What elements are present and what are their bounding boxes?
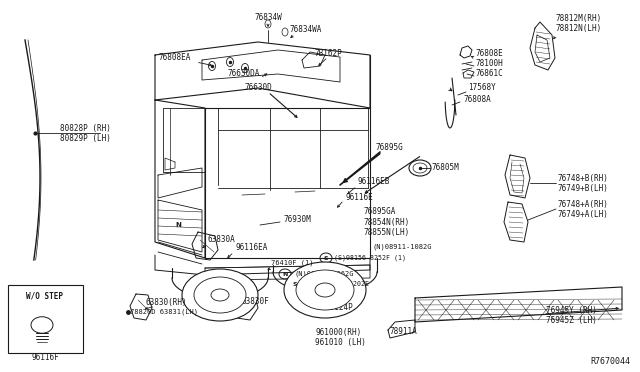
Text: 76834WA: 76834WA [290,26,323,35]
Text: 80828P (RH): 80828P (RH) [60,124,111,132]
Text: (N)08911-1062G: (N)08911-1062G [295,271,355,277]
Text: (I): (I) [302,291,315,297]
Text: 96124P: 96124P [325,302,353,311]
Ellipse shape [211,289,229,301]
Ellipse shape [265,20,271,28]
Text: 76748+A(RH): 76748+A(RH) [558,199,609,208]
Text: 63830F: 63830F [242,298,269,307]
Text: 96116F: 96116F [31,353,59,362]
Text: 76748+B(RH): 76748+B(RH) [558,173,609,183]
Text: 76945Z (LH): 76945Z (LH) [546,315,597,324]
Text: 78812M(RH): 78812M(RH) [556,13,602,22]
Text: 63830A: 63830A [208,235,236,244]
Ellipse shape [31,317,53,333]
Text: 76630D: 76630D [244,83,272,93]
Text: (S)08156-8252F (1): (S)08156-8252F (1) [334,255,406,261]
Text: 63830(RH): 63830(RH) [146,298,188,307]
Ellipse shape [296,270,354,310]
Text: 961000(RH): 961000(RH) [315,327,361,337]
Text: 76749+A(LH): 76749+A(LH) [558,209,609,218]
Text: 78812N(LH): 78812N(LH) [556,23,602,32]
Text: 17568Y: 17568Y [468,83,496,93]
Text: N: N [175,222,181,228]
Text: W/O STEP: W/O STEP [26,292,63,301]
Text: 78820D 63831(LH): 78820D 63831(LH) [130,309,198,315]
Text: 76630DA: 76630DA [228,70,260,78]
Text: 76895G: 76895G [376,144,404,153]
Ellipse shape [289,279,301,289]
Text: 7B162P: 7B162P [314,48,342,58]
Text: 78100H: 78100H [476,60,504,68]
Text: N: N [282,272,288,276]
Text: 78854N(RH): 78854N(RH) [363,218,409,227]
Text: 78855N(LH): 78855N(LH) [363,228,409,237]
Text: 76805M: 76805M [432,163,460,171]
Ellipse shape [320,253,332,263]
Ellipse shape [413,163,427,173]
Ellipse shape [194,277,246,313]
Text: (1)(S)08156-6202E: (1)(S)08156-6202E [302,281,370,287]
Text: S: S [292,282,298,286]
Text: S: S [324,256,328,260]
Text: 76410F (1): 76410F (1) [271,260,314,266]
Text: R7670044: R7670044 [590,357,630,366]
Text: 78911A: 78911A [390,327,418,337]
Ellipse shape [279,269,291,279]
Text: 76895GA: 76895GA [363,208,396,217]
Text: 96116E: 96116E [346,192,374,202]
Text: 76945Y (RH): 76945Y (RH) [546,305,597,314]
Text: 961010 (LH): 961010 (LH) [315,337,366,346]
Text: 96116EB: 96116EB [358,177,390,186]
Text: 80829P (LH): 80829P (LH) [60,134,111,142]
Ellipse shape [315,283,335,297]
Ellipse shape [284,262,366,318]
Text: 76808E: 76808E [476,49,504,58]
Text: 76749+B(LH): 76749+B(LH) [558,183,609,192]
Text: 76861C: 76861C [476,70,504,78]
Text: 76808EA: 76808EA [159,54,191,62]
Text: 76808A: 76808A [463,96,491,105]
Ellipse shape [242,299,250,309]
Ellipse shape [182,269,258,321]
Ellipse shape [241,64,248,73]
FancyBboxPatch shape [8,285,83,353]
Text: 96116EA: 96116EA [236,244,268,253]
Text: (N)08911-1082G: (N)08911-1082G [372,244,431,250]
Ellipse shape [209,61,216,71]
Ellipse shape [282,28,288,36]
Text: 76930M: 76930M [284,215,312,224]
Ellipse shape [409,160,431,176]
Text: 76834W: 76834W [254,13,282,22]
Ellipse shape [227,58,234,67]
